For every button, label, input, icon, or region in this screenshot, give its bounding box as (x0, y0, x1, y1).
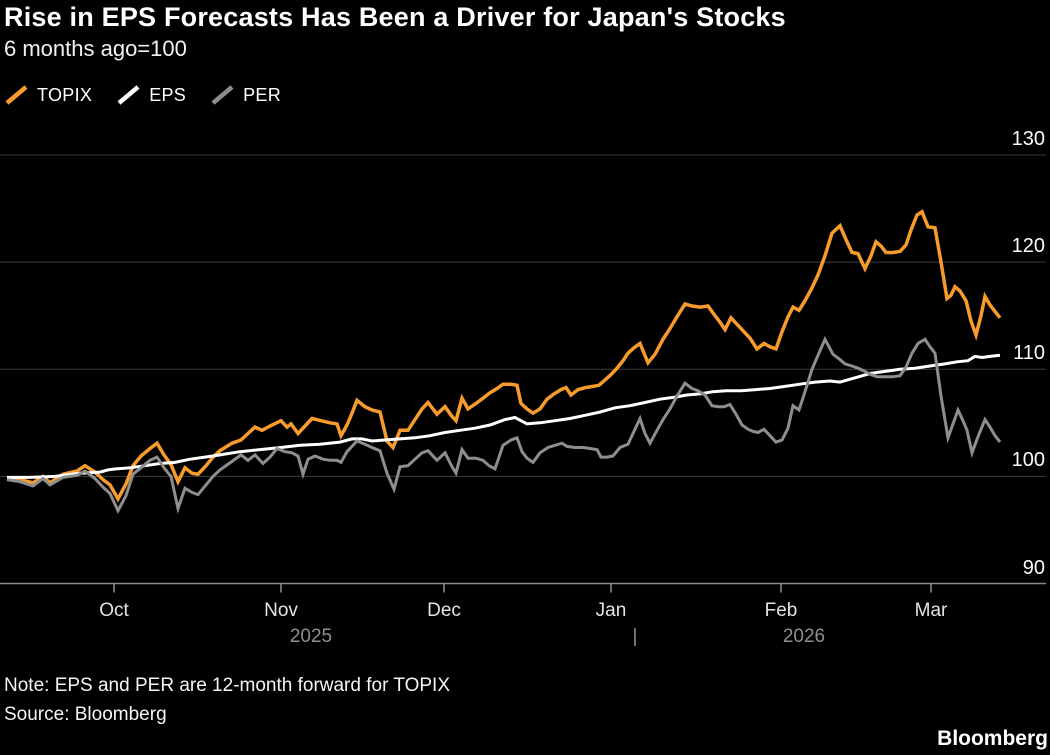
year-divider-mark: | (632, 626, 638, 647)
x-axis-year-label: 2026 (782, 626, 826, 647)
x-axis-month-label: Oct (99, 600, 129, 621)
legend-item-topix: TOPIX (4, 84, 92, 106)
legend-slash-icon (117, 85, 140, 105)
source-text: Source: Bloomberg (4, 704, 167, 725)
legend-label: TOPIX (37, 84, 93, 105)
x-axis-month-label: Dec (427, 600, 461, 621)
series-line-topix (6, 209, 1002, 503)
series-line-per (6, 335, 1002, 515)
x-axis-year-label: 2025 (289, 626, 333, 647)
x-axis-month-label: Jan (595, 600, 627, 621)
legend: TOPIX EPS PER (4, 84, 281, 106)
legend-item-eps: EPS (116, 84, 186, 106)
legend-slash-icon (5, 85, 28, 105)
series-line-eps (7, 353, 1001, 479)
y-axis-tick-label: 110 (1013, 342, 1045, 365)
x-axis-month-label: Nov (264, 600, 298, 621)
y-axis-tick-label: 90 (1022, 556, 1045, 579)
y-axis-tick-label: 130 (1011, 128, 1045, 150)
y-axis-tick-label: 120 (1011, 235, 1045, 258)
y-axis-tick-label: 100 (1011, 449, 1045, 472)
note-text: Note: EPS and PER are 12-month forward f… (4, 675, 451, 696)
legend-label: PER (243, 84, 282, 105)
bloomberg-logo: Bloomberg (937, 727, 1048, 750)
x-axis-month-label: Mar (914, 600, 948, 621)
legend-item-per: PER (210, 84, 281, 106)
legend-slash-icon (211, 85, 234, 105)
chart-subtitle: 6 months ago=100 (4, 36, 187, 61)
legend-label: EPS (149, 84, 187, 105)
x-axis-month-label: Feb (764, 600, 798, 621)
chart-title: Rise in EPS Forecasts Has Been a Driver … (4, 2, 786, 32)
